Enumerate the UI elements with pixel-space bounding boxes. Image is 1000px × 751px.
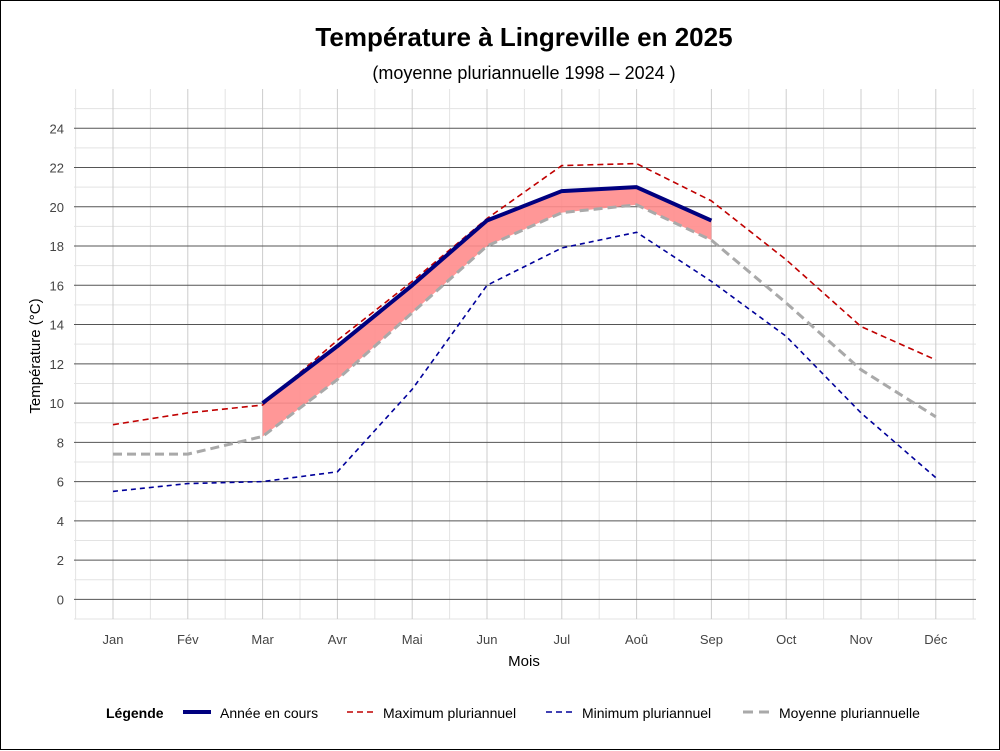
y-tick-label: 0 xyxy=(57,592,64,607)
series-line-current xyxy=(261,185,713,405)
x-tick-label: Jul xyxy=(553,632,570,647)
legend-label-min: Minimum pluriannuel xyxy=(582,705,711,721)
y-tick-label: 6 xyxy=(57,475,64,490)
x-tick-label: Jan xyxy=(103,632,124,647)
legend-label-max: Maximum pluriannuel xyxy=(383,705,516,721)
y-tick-label: 22 xyxy=(50,161,64,176)
x-tick-label: Sep xyxy=(700,632,723,647)
x-tick-label: Avr xyxy=(328,632,348,647)
legend: Légende Année en cours Maximum pluriannue… xyxy=(106,705,920,721)
y-axis-title: Température (°C) xyxy=(27,298,44,413)
series-line-min xyxy=(112,231,937,493)
chart-subtitle: (moyenne pluriannuelle 1998 – 2024 ) xyxy=(372,63,675,83)
series-lines xyxy=(112,162,937,493)
x-tick-label: Mar xyxy=(251,632,274,647)
grid xyxy=(74,89,976,620)
y-tick-label: 10 xyxy=(50,396,64,411)
x-tick-label: Fév xyxy=(177,632,199,647)
chart-title: Température à Lingreville en 2025 xyxy=(315,22,732,52)
y-tick-label: 20 xyxy=(50,200,64,215)
fill-area xyxy=(262,187,712,437)
y-tick-label: 4 xyxy=(57,514,64,529)
y-tick-label: 8 xyxy=(57,435,64,450)
x-tick-label: Jun xyxy=(477,632,498,647)
legend-title: Légende xyxy=(106,705,164,721)
x-tick-label: Oct xyxy=(776,632,797,647)
legend-label-current: Année en cours xyxy=(220,705,318,721)
x-tick-label: Mai xyxy=(402,632,423,647)
y-tick-label: 14 xyxy=(50,318,64,333)
series-line-max xyxy=(112,162,937,426)
x-tick-labels: Jan Fév Mar Avr Mai Jun Jul Aoû Sep Oct Nov Déc xyxy=(103,632,948,647)
x-axis-title: Mois xyxy=(508,653,540,670)
legend-label-mean: Moyenne pluriannuelle xyxy=(779,705,920,721)
y-tick-label: 12 xyxy=(50,357,64,372)
y-tick-label: 2 xyxy=(57,553,64,568)
y-tick-label: 24 xyxy=(50,121,64,136)
y-tick-label: 18 xyxy=(50,239,64,254)
y-tick-label: 16 xyxy=(50,278,64,293)
x-tick-label: Déc xyxy=(924,632,948,647)
series-line-mean xyxy=(113,203,937,456)
x-tick-label: Aoû xyxy=(625,632,648,647)
x-tick-label: Nov xyxy=(849,632,873,647)
fill-between-area xyxy=(262,187,712,437)
